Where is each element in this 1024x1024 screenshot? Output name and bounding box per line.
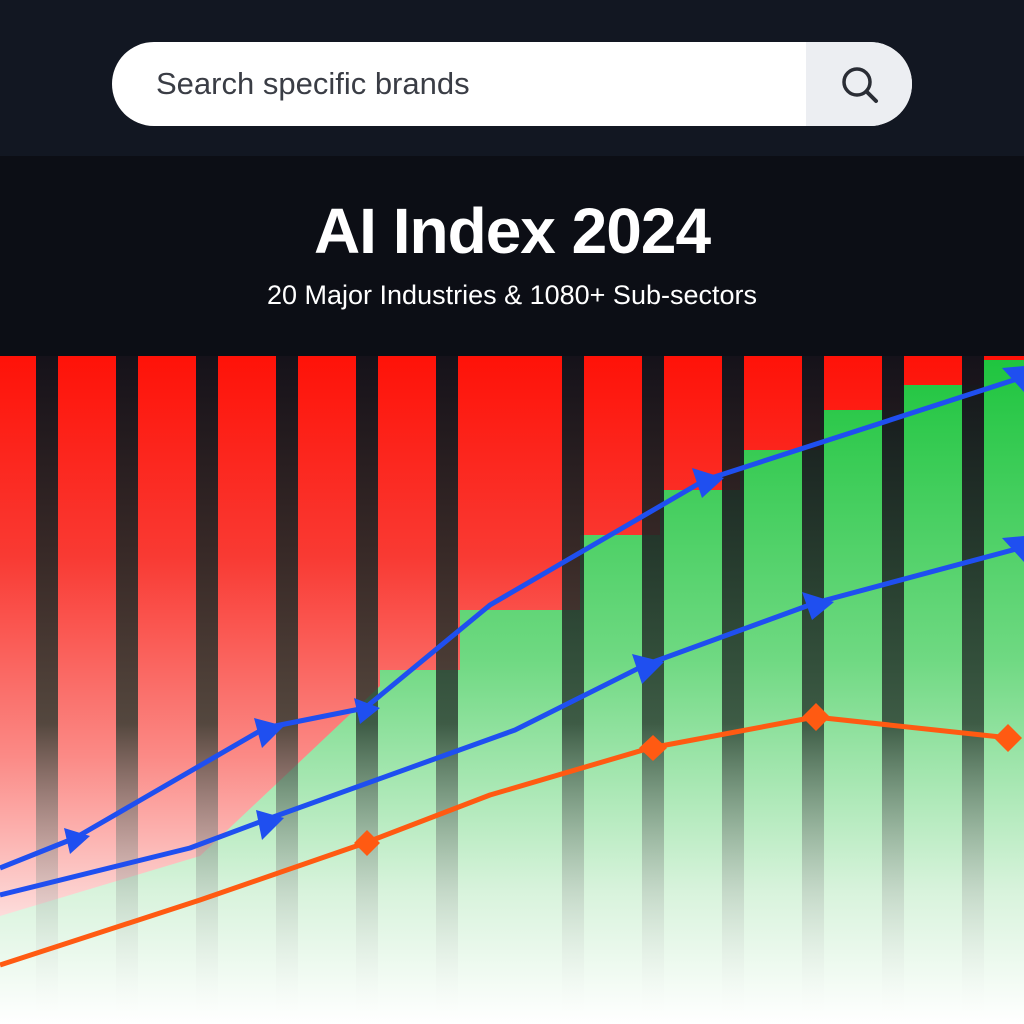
decorative-chart xyxy=(0,356,1024,1024)
subtitle: 20 Major Industries & 1080+ Sub-sectors xyxy=(266,280,757,310)
header: AI Index 2024 20 Major Industries & 1080… xyxy=(0,156,1024,356)
search-icon xyxy=(842,67,878,103)
title: AI Index 2024 xyxy=(313,195,711,267)
search-placeholder: Search specific brands xyxy=(156,66,470,101)
top-bar: Search specific brands xyxy=(0,0,1024,156)
search-button[interactable] xyxy=(806,42,912,126)
search-box[interactable]: Search specific brands xyxy=(112,42,912,126)
